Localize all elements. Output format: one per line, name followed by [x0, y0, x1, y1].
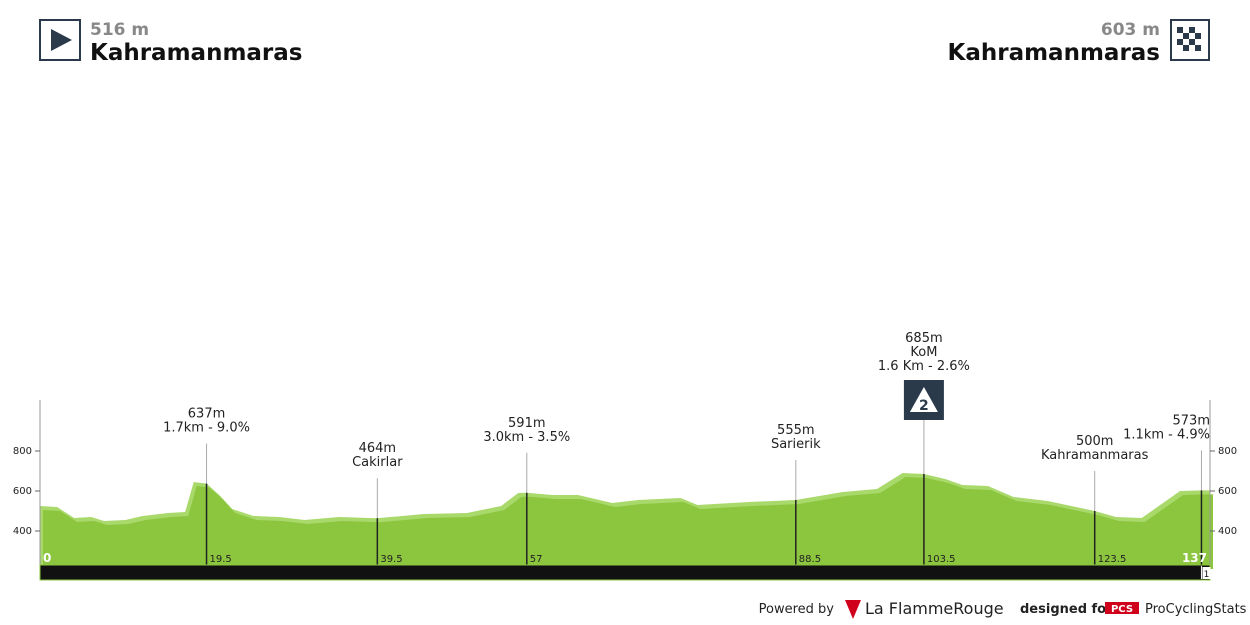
site-name: ProCyclingStats: [1145, 602, 1247, 617]
y-tick-label: 800: [1218, 446, 1237, 457]
x-tick-label: 88.5: [799, 554, 821, 565]
start-icon: [39, 19, 81, 61]
annotation-text: 1.1km - 4.9%: [1123, 427, 1210, 442]
finish-name: Kahramanmaras: [948, 40, 1160, 66]
kom-triangle: [909, 387, 938, 412]
x-tick-label: 123.5: [1098, 554, 1127, 565]
start-name: Kahramanmaras: [90, 40, 302, 66]
brand: La FlammeRouge: [865, 599, 1004, 618]
kom-category: 2: [919, 398, 929, 414]
designed-for: designed for: [1020, 602, 1113, 617]
x-tick-label: 19.5: [210, 554, 232, 565]
flamme-rouge-box: [1202, 567, 1211, 579]
annotation-text: Cakirlar: [352, 455, 403, 470]
y-tick-label: 600: [13, 486, 32, 497]
y-tick-label: 800: [13, 446, 32, 457]
annotation-text: 500m: [1076, 434, 1113, 449]
x-tick-label: 57: [530, 554, 543, 565]
y-tick-label: 400: [13, 526, 32, 537]
annotation-text: 1.6 Km - 2.6%: [878, 359, 970, 374]
annotation-text: 685m: [905, 331, 942, 346]
annotation-text: 464m: [359, 441, 396, 456]
annotation-text: Sarierik: [771, 437, 821, 452]
start-elevation: 516 m: [90, 20, 149, 40]
flamme-rouge-label: 1: [1204, 570, 1210, 580]
annotation-text: KoM: [910, 345, 937, 360]
distance-bar: [39, 564, 1211, 581]
annotation-text: 3.0km - 3.5%: [483, 430, 570, 445]
brand-icon: [845, 600, 861, 619]
annotation-text: 637m: [188, 407, 225, 422]
annotation-text: 555m: [777, 423, 814, 438]
x-tick-label: 103.5: [927, 554, 956, 565]
pcs-logo: [1105, 602, 1139, 614]
start-icon-arrow: [51, 29, 72, 51]
x-tick-label: 39.5: [380, 554, 402, 565]
x-end-label: 137: [1182, 551, 1207, 565]
annotation-text: 573m: [1173, 413, 1210, 428]
annotation-text: 1.7km - 9.0%: [163, 421, 250, 436]
pcs-text: PCS: [1111, 604, 1133, 615]
y-tick-label: 600: [1218, 486, 1237, 497]
powered-by: Powered by: [759, 602, 835, 617]
annotation-text: Kahramanmaras: [1041, 448, 1149, 463]
x-end-label: 0: [43, 551, 51, 565]
y-tick-label: 400: [1218, 526, 1237, 537]
annotation-text: 591m: [508, 416, 545, 431]
finish-elevation: 603 m: [1101, 20, 1160, 40]
area: [43, 477, 1213, 569]
finish-icon: [1170, 19, 1210, 61]
finish-flag: [1177, 27, 1201, 51]
